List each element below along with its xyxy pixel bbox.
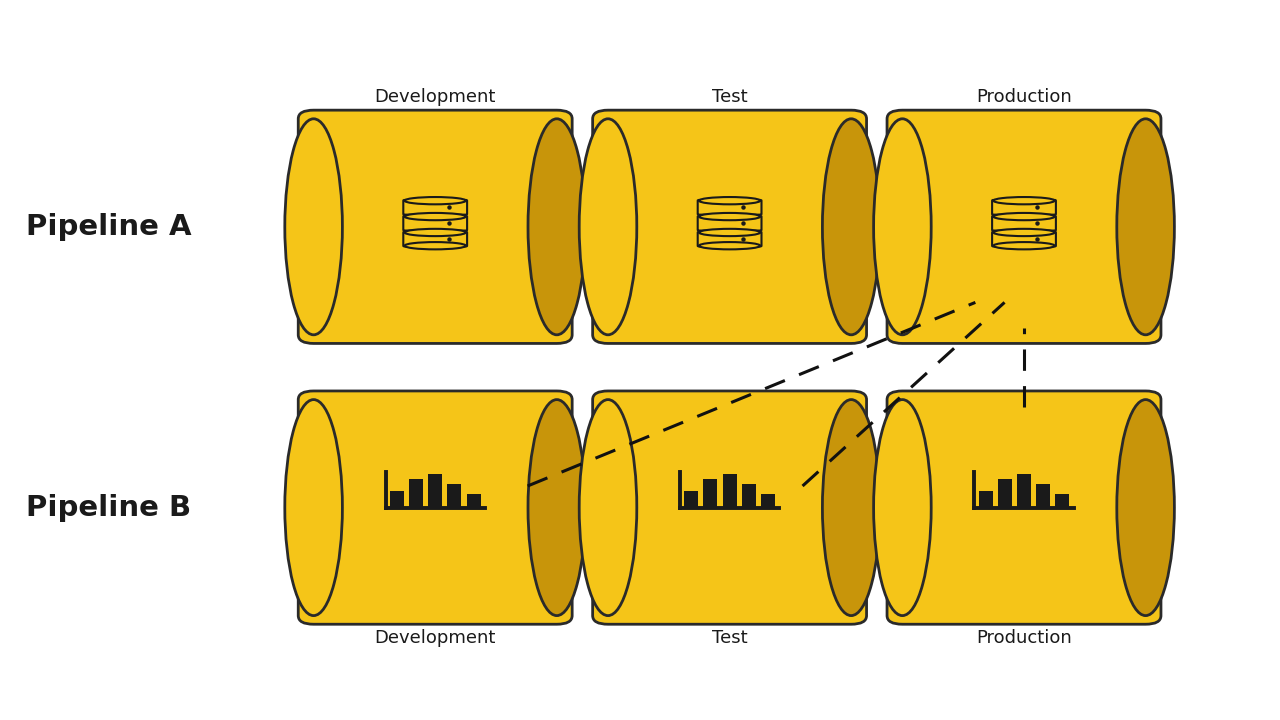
Ellipse shape — [823, 400, 881, 616]
Text: Pipeline A: Pipeline A — [26, 213, 192, 240]
Ellipse shape — [699, 242, 760, 249]
Ellipse shape — [874, 119, 932, 335]
Ellipse shape — [993, 242, 1055, 249]
Ellipse shape — [580, 400, 637, 616]
Ellipse shape — [699, 213, 760, 220]
Text: Test: Test — [712, 629, 748, 647]
Bar — [448, 484, 461, 508]
Ellipse shape — [285, 119, 343, 335]
Bar — [704, 479, 718, 508]
Ellipse shape — [993, 213, 1055, 220]
Bar — [1018, 474, 1032, 508]
Ellipse shape — [993, 229, 1055, 236]
Bar — [760, 494, 776, 508]
Bar — [998, 479, 1012, 508]
Ellipse shape — [404, 197, 466, 204]
Bar — [1037, 484, 1050, 508]
Ellipse shape — [993, 197, 1055, 204]
FancyBboxPatch shape — [992, 232, 1056, 246]
Ellipse shape — [529, 400, 586, 616]
Bar — [742, 484, 755, 508]
Ellipse shape — [1116, 400, 1175, 616]
Ellipse shape — [580, 119, 637, 335]
FancyBboxPatch shape — [698, 216, 762, 230]
Ellipse shape — [404, 242, 466, 249]
Ellipse shape — [823, 119, 881, 335]
Ellipse shape — [1116, 119, 1175, 335]
Bar — [979, 491, 993, 508]
Ellipse shape — [529, 119, 586, 335]
Ellipse shape — [874, 400, 932, 616]
Bar — [1056, 494, 1070, 508]
Text: Development: Development — [375, 88, 495, 106]
Ellipse shape — [699, 229, 760, 236]
Bar — [467, 494, 481, 508]
Bar — [428, 474, 443, 508]
FancyBboxPatch shape — [887, 391, 1161, 624]
FancyBboxPatch shape — [593, 110, 867, 343]
Ellipse shape — [404, 229, 466, 236]
FancyBboxPatch shape — [698, 232, 762, 246]
FancyBboxPatch shape — [992, 216, 1056, 230]
FancyBboxPatch shape — [298, 391, 572, 624]
Text: Development: Development — [375, 629, 495, 647]
FancyBboxPatch shape — [593, 391, 867, 624]
FancyBboxPatch shape — [992, 200, 1056, 215]
Bar — [410, 479, 424, 508]
Text: Production: Production — [977, 629, 1071, 647]
FancyBboxPatch shape — [403, 216, 467, 230]
Text: Production: Production — [977, 88, 1071, 106]
FancyBboxPatch shape — [887, 110, 1161, 343]
Ellipse shape — [285, 400, 343, 616]
FancyBboxPatch shape — [698, 200, 762, 215]
Text: Test: Test — [712, 88, 748, 106]
FancyBboxPatch shape — [403, 200, 467, 215]
Ellipse shape — [404, 213, 466, 220]
Bar — [389, 491, 404, 508]
FancyBboxPatch shape — [298, 110, 572, 343]
Bar — [722, 474, 737, 508]
Ellipse shape — [699, 197, 760, 204]
Text: Pipeline B: Pipeline B — [26, 494, 192, 521]
FancyBboxPatch shape — [403, 232, 467, 246]
Bar — [684, 491, 699, 508]
